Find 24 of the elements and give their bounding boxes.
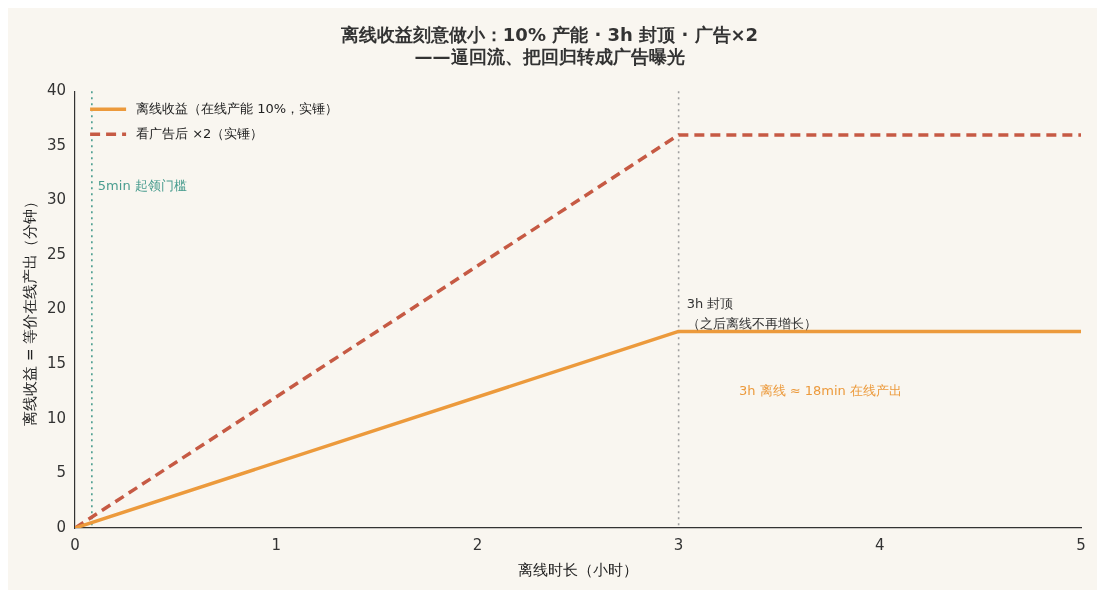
x-tick-label: 0 <box>70 535 80 554</box>
legend-label: 离线收益（在线产能 10%，实锤） <box>136 100 339 116</box>
y-tick-label: 30 <box>46 190 67 209</box>
annotation: （之后离线不再增长） <box>686 315 817 331</box>
x-tick-label: 4 <box>875 535 885 554</box>
x-tick-label: 3 <box>673 535 684 554</box>
y-tick-label: 35 <box>46 135 67 154</box>
x-axis-title: 离线时长（小时） <box>518 560 639 579</box>
ref-line-label: 5min 起领门槛 <box>97 177 187 193</box>
y-tick-label: 0 <box>56 517 67 536</box>
y-tick-label: 40 <box>46 81 67 100</box>
chart-title: 离线收益刻意做小：10% 产能 · 3h 封顶 · 广告×2 ——逼回流、把回归转成广告曝光 <box>339 24 759 68</box>
y-tick-label: 10 <box>46 408 67 427</box>
legend-label: 看广告后 ×2（实锤） <box>136 125 264 141</box>
x-tick-label: 1 <box>271 535 282 554</box>
y-tick-label: 20 <box>46 299 67 318</box>
annotation: 3h 离线 ≈ 18min 在线产出 <box>738 382 902 398</box>
x-tick-label: 2 <box>472 535 483 554</box>
annotation: 3h 封顶 <box>686 295 734 311</box>
y-tick-label: 15 <box>46 354 67 373</box>
y-tick-label: 25 <box>46 244 67 263</box>
y-axis-title: 离线收益 = 等价在线产出（分钟） <box>20 193 39 426</box>
y-tick-label: 5 <box>56 463 67 482</box>
x-tick-label: 5 <box>1076 535 1086 554</box>
